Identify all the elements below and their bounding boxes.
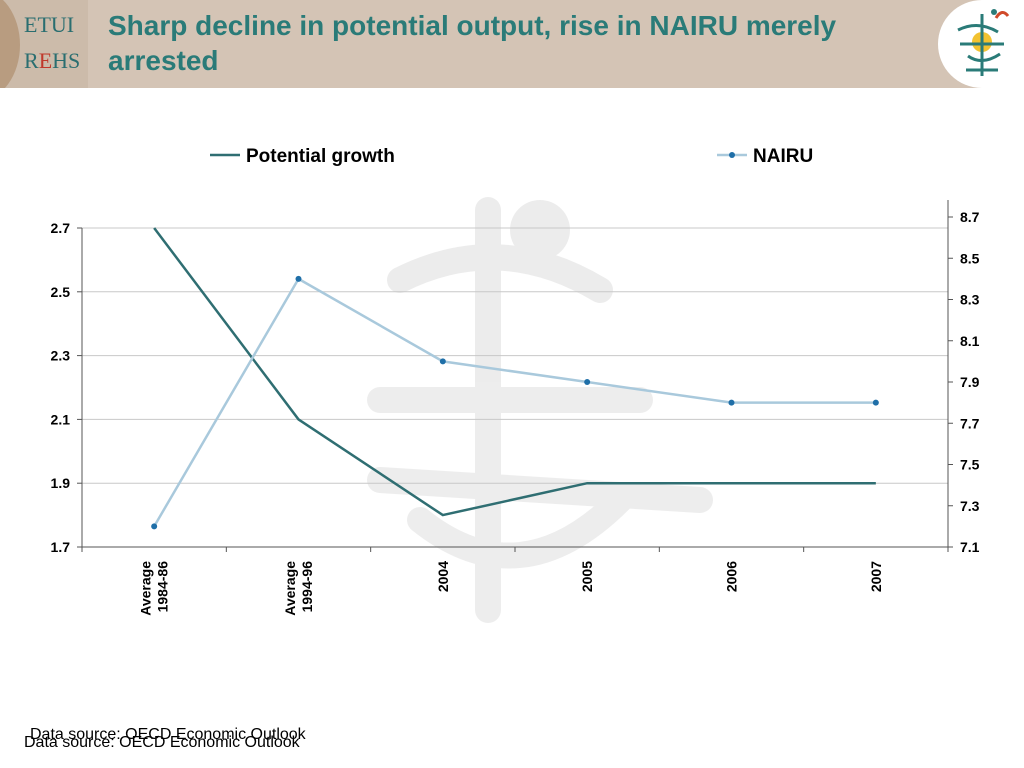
axes: 1.7 1.9 2.1 2.3 2.5 2.7 7.1 7.3 7.5 7.7 7.9 8.1 8.3 8… <box>51 200 980 616</box>
right-tick-label: 7.3 <box>960 498 980 514</box>
data-source-note-shadow: Data source: OECD Economic Outlook <box>30 726 306 743</box>
chart: 1.7 1.9 2.1 2.3 2.5 2.7 7.1 7.3 7.5 7.7 7.9 8.1 8.3 8… <box>51 146 980 623</box>
nairu-point <box>151 523 158 530</box>
x-tick-label-line: 1984-86 <box>155 561 171 613</box>
left-tick-label: 2.5 <box>51 284 71 300</box>
right-tick-label: 7.1 <box>960 539 980 555</box>
legend-marker <box>729 152 735 158</box>
x-tick-label-line: 2005 <box>579 561 595 592</box>
x-tick-label-line: 2006 <box>724 561 740 592</box>
x-tick-label: Average 1994-96 <box>282 561 315 616</box>
right-tick-label: 8.5 <box>960 250 980 266</box>
emblem-logo <box>938 0 1024 88</box>
x-tick-label: 2005 <box>579 561 595 592</box>
left-tick-label: 1.7 <box>51 539 71 555</box>
logo-letter-r: R <box>24 48 39 73</box>
series-line-potential-growth <box>153 227 876 517</box>
right-tick-label: 7.5 <box>960 457 980 473</box>
x-tick-label-line: Average <box>282 561 298 616</box>
x-tick-label-line: 2004 <box>435 561 451 592</box>
nairu-point <box>872 399 879 406</box>
header-bar <box>0 0 1024 88</box>
etui-rehs-logo: ETUI REHS <box>0 0 88 88</box>
right-tick-label: 7.7 <box>960 415 980 431</box>
left-tick-label: 1.9 <box>51 475 71 491</box>
logo-line-etui: ETUI <box>24 12 75 37</box>
x-tick-label: Average 1984-86 <box>138 561 171 616</box>
logo-letter-e: E <box>38 48 53 73</box>
nairu-point <box>728 399 735 406</box>
legend-label: Potential growth <box>246 146 395 167</box>
x-tick-label: 2006 <box>724 561 740 592</box>
left-tick-label: 2.7 <box>51 220 71 236</box>
slide-title: Sharp decline in potential output, rise … <box>108 10 837 76</box>
right-tick-label: 8.3 <box>960 292 980 308</box>
nairu-point <box>439 358 446 365</box>
x-tick-label: 2004 <box>435 561 451 592</box>
x-tick-label-line: Average <box>138 561 154 616</box>
right-tick-label: 8.7 <box>960 209 980 225</box>
series-lines <box>151 227 879 530</box>
series-line-nairu <box>153 277 876 528</box>
logo-letters-hs: HS <box>52 48 81 73</box>
x-tick-label-line: 2007 <box>868 561 884 592</box>
logo-swoosh <box>0 0 20 88</box>
right-tick-label: 7.9 <box>960 374 980 390</box>
legend: Potential growth NAIRU <box>210 146 813 167</box>
x-tick-label-line: 1994-96 <box>299 561 315 613</box>
nairu-point <box>295 275 302 282</box>
nairu-point <box>584 379 591 385</box>
x-tick-label: 2007 <box>868 561 884 592</box>
left-tick-label: 2.3 <box>51 348 71 364</box>
data-source-note: Data source: OECD Economic Outlook <box>24 734 300 751</box>
legend-label: NAIRU <box>753 146 813 167</box>
logo-line-rehs: REHS <box>24 48 80 74</box>
emblem-icon <box>957 9 1010 76</box>
right-tick-label: 8.1 <box>960 333 980 349</box>
left-tick-label: 2.1 <box>51 411 71 427</box>
watermark-emblem <box>367 197 713 623</box>
